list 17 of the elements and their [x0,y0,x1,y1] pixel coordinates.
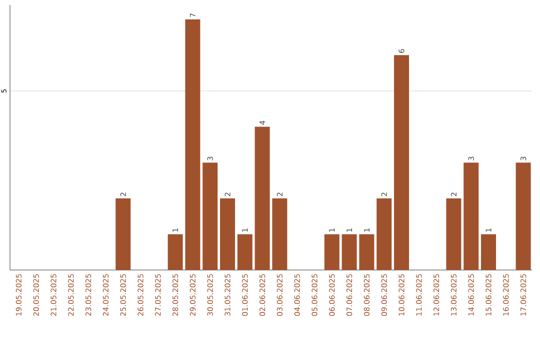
bar [202,162,218,270]
bar [394,55,410,270]
bar [342,234,357,270]
bar [376,198,392,270]
bar [359,234,374,270]
bar [446,198,462,270]
bar [516,162,531,270]
bar [254,126,270,270]
bar [237,234,252,270]
bar [168,234,183,270]
bar [481,234,496,270]
bar [220,198,236,270]
bar [324,234,340,270]
bar [464,162,479,270]
bar [272,198,288,270]
bar [116,198,131,270]
bar [185,19,200,270]
